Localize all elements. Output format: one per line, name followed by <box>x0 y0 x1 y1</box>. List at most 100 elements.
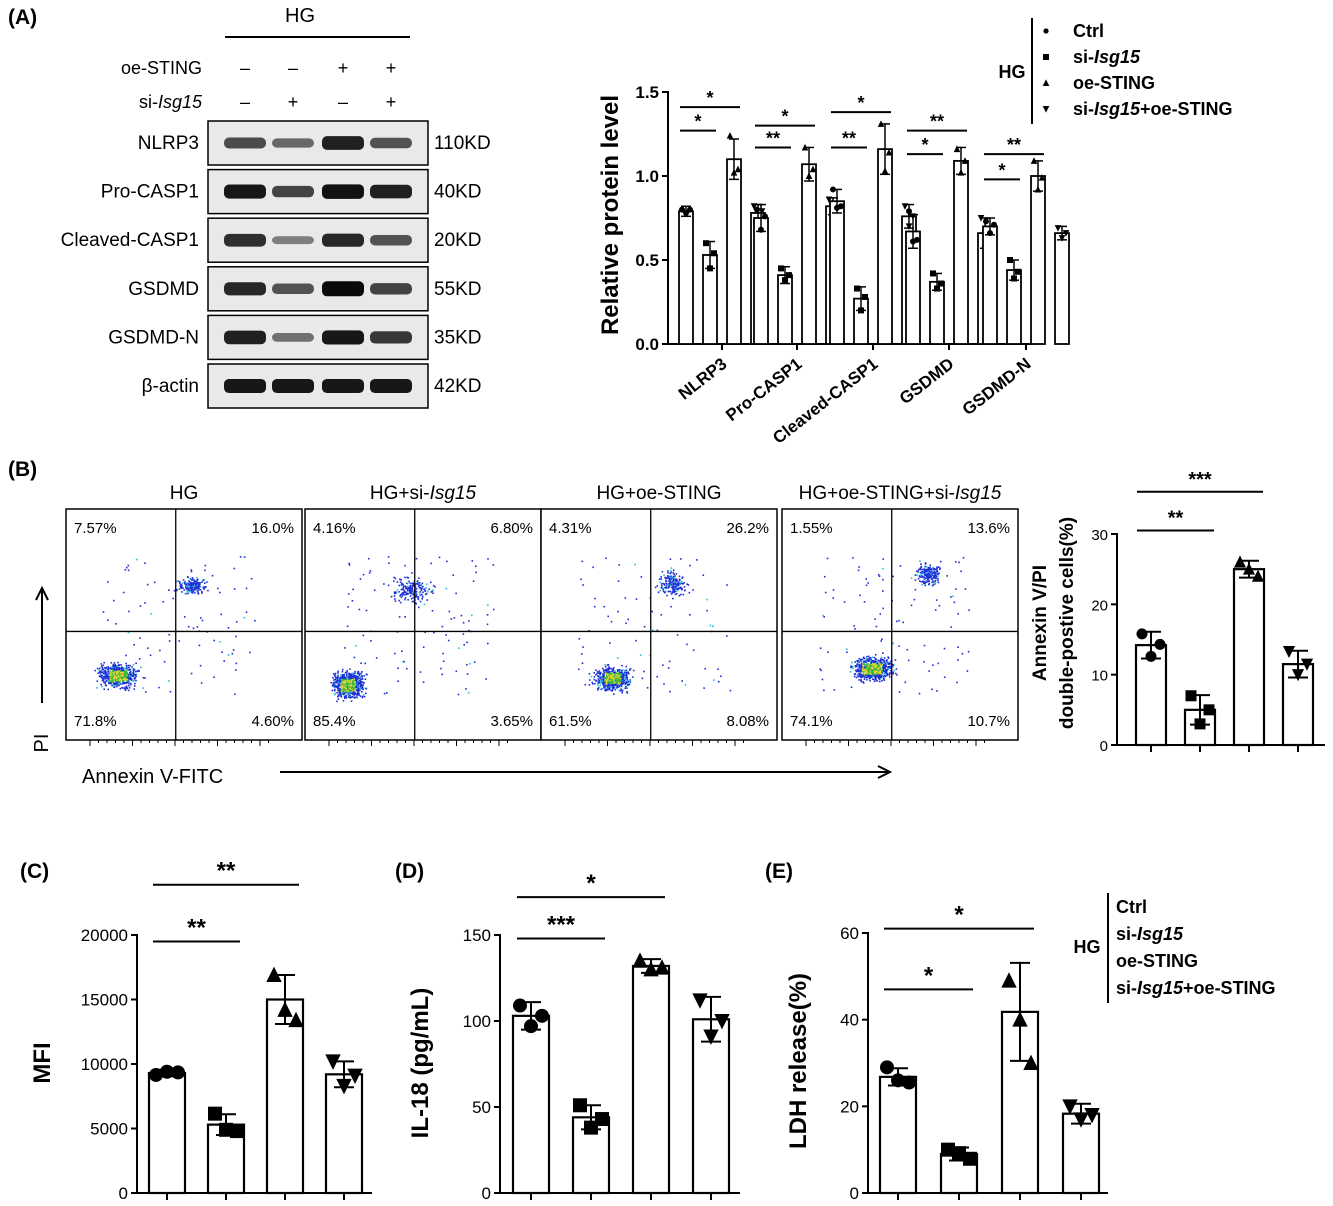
flow-event-dot <box>672 575 675 578</box>
flow-event-dot <box>926 580 929 583</box>
flow-event-dot <box>126 667 129 670</box>
flow-event-dot <box>341 670 344 673</box>
legend-e-group: HG <box>1074 937 1101 957</box>
flow-event-dot <box>895 620 898 623</box>
legend-a-group: HG <box>999 62 1026 82</box>
flow-event-dot <box>623 672 625 675</box>
flow-event-dot <box>360 682 362 685</box>
data-point-triangle-down <box>1282 645 1296 659</box>
flow-event-dot <box>460 614 463 617</box>
flow-event-dot <box>939 560 942 563</box>
flow-event-dot <box>190 587 193 589</box>
flow-event-dot <box>104 671 107 674</box>
flow-event-dot <box>201 619 204 622</box>
flow-event-dot <box>669 585 672 587</box>
flow-event-dot <box>364 678 367 680</box>
flow-event-dot <box>873 680 876 683</box>
flow-event-dot <box>139 605 142 607</box>
flow-event-dot <box>406 667 408 670</box>
flow-event-dot <box>915 570 918 572</box>
data-point-triangle-up <box>1251 569 1265 582</box>
significance-label: * <box>706 88 713 108</box>
y-tick-label: 5000 <box>90 1120 128 1139</box>
flow-quadrant-ur: 26.2% <box>726 520 769 537</box>
flow-event-dot <box>612 687 614 689</box>
flow-event-dot <box>674 588 676 591</box>
flow-event-dot <box>611 685 613 687</box>
flow-event-dot <box>132 668 135 670</box>
flow-event-dot <box>418 606 420 609</box>
flow-event-dot <box>603 686 605 689</box>
flow-event-dot <box>920 566 922 569</box>
legend-e-entry-suffix: +oe-STING <box>1183 978 1276 998</box>
flow-event-dot <box>394 600 397 602</box>
flow-event-dot <box>121 666 124 669</box>
flow-event-dot <box>656 585 659 587</box>
flow-event-dot <box>582 646 584 648</box>
flow-event-dot <box>938 604 941 607</box>
flow-event-dot <box>676 582 679 585</box>
blot-size-label: 35KD <box>434 327 482 348</box>
flow-event-dot <box>168 633 171 636</box>
flow-event-dot <box>920 568 923 571</box>
flow-event-dot <box>620 688 622 690</box>
data-point-triangle-up <box>801 143 809 151</box>
flow-event-dot <box>407 593 409 595</box>
flow-event-dot <box>863 673 866 675</box>
flow-event-dot <box>128 678 130 681</box>
flow-event-dot <box>932 584 935 586</box>
flow-event-dot <box>910 577 913 579</box>
flow-event-dot <box>355 645 357 647</box>
flow-event-dot <box>411 600 414 603</box>
flow-event-dot <box>134 673 137 676</box>
flow-event-dot <box>403 590 406 592</box>
flow-event-dot <box>340 683 343 685</box>
flow-event-dot <box>101 671 103 673</box>
flow-event-dot <box>363 675 365 677</box>
flow-event-dot <box>197 589 200 592</box>
flow-event-dot <box>933 580 936 583</box>
flow-event-dot <box>115 666 118 669</box>
flow-event-dot <box>657 591 660 594</box>
data-point-triangle-up <box>1001 972 1017 988</box>
flow-event-dot <box>864 661 867 663</box>
flow-event-dot <box>679 587 681 590</box>
flow-event-dot <box>410 582 412 585</box>
flow-event-dot <box>189 587 191 589</box>
flow-event-dot <box>822 614 824 617</box>
flow-event-dot <box>868 669 870 671</box>
flow-event-dot <box>365 692 367 695</box>
flow-event-dot <box>880 670 882 672</box>
bar-triangle-up <box>726 158 742 345</box>
flow-event-dot <box>126 666 129 669</box>
data-point-triangle-up <box>1030 157 1038 164</box>
flow-event-dot <box>598 672 601 675</box>
flow-event-dot <box>102 676 105 678</box>
flow-event-dot <box>624 687 626 689</box>
flow-event-dot <box>886 669 888 671</box>
flow-event-dot <box>343 692 346 694</box>
flow-event-dot <box>854 669 857 672</box>
flow-event-dot <box>355 684 358 687</box>
flow-event-dot <box>921 571 923 574</box>
flow-event-dot <box>957 659 959 661</box>
flow-event-dot <box>856 663 859 665</box>
flow-event-dot <box>107 688 109 691</box>
flow-event-dot <box>935 571 938 573</box>
flow-event-dot <box>867 666 870 668</box>
flow-event-dot <box>113 669 115 671</box>
flow-event-dot <box>618 679 621 681</box>
flow-event-dot <box>869 664 871 667</box>
flow-event-dot <box>486 623 489 626</box>
flow-event-dot <box>338 688 341 690</box>
flow-event-dot <box>927 577 929 579</box>
flow-event-dot <box>223 660 225 662</box>
flow-event-dot <box>606 664 609 666</box>
flow-event-dot <box>121 671 124 674</box>
flow-event-dot <box>924 562 927 564</box>
blot-band <box>370 234 412 246</box>
flow-event-dot <box>595 669 597 671</box>
flow-event-dot <box>868 657 871 660</box>
data-point-circle <box>535 1008 549 1023</box>
flow-event-dot <box>116 679 119 681</box>
